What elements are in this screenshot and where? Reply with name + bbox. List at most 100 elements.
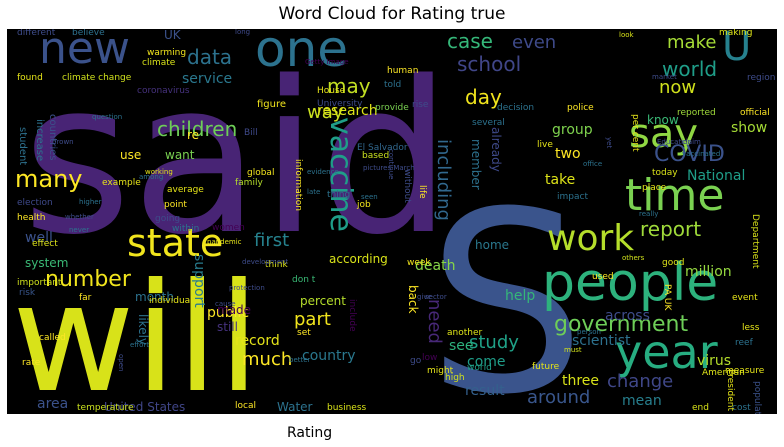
word-case: case (447, 29, 493, 53)
word-called: called (39, 333, 66, 343)
word-national: National (687, 168, 746, 184)
word-impact: impact (557, 192, 588, 202)
word-women: women (212, 223, 245, 233)
word-million: million (685, 264, 732, 280)
word-long: long (235, 29, 251, 36)
word-whether: whether (65, 213, 94, 221)
word-working: working (145, 168, 173, 176)
word-school: school (457, 52, 522, 76)
word-life: life (417, 185, 427, 199)
word-one: one (255, 29, 349, 78)
word-local: local (235, 401, 256, 411)
word-future: future (532, 362, 560, 372)
word-many: many (15, 165, 83, 193)
word-result: result (465, 383, 505, 399)
word-provide: provide (375, 103, 409, 113)
word-world: world (662, 57, 718, 81)
word-rise: rise (412, 100, 429, 110)
word-american: American (702, 368, 745, 378)
word-children: children (157, 117, 238, 141)
word-low: low (422, 353, 438, 363)
word-year: year (615, 325, 718, 379)
word-open: open (117, 354, 125, 372)
word-change: change (607, 371, 674, 392)
word-business: business (327, 403, 367, 413)
word-make: make (667, 32, 717, 53)
word-uk: UK (164, 29, 181, 42)
word-department: Department (750, 214, 760, 269)
word-climate-change: climate change (62, 73, 132, 83)
word-per-cent: per cent (630, 114, 640, 152)
word-police: police (567, 103, 594, 113)
word-government: government (554, 312, 689, 337)
word-service: service (182, 71, 233, 87)
word-average: average (167, 185, 204, 195)
word-claim: claim (682, 138, 701, 146)
word-think: think (265, 260, 288, 270)
word-member: member (469, 139, 483, 190)
word-day: day (465, 85, 502, 109)
word-region: region (747, 73, 776, 83)
word-area: area (37, 396, 69, 412)
word-person: person (577, 328, 601, 336)
word-part: part (294, 309, 331, 330)
word-job: job (357, 200, 371, 210)
word-bill: Bill (244, 128, 258, 138)
word-making: making (719, 29, 753, 38)
word-number: number (45, 267, 131, 292)
word-far: far (79, 293, 92, 303)
word-data: data (187, 45, 233, 69)
word-already: already (489, 127, 503, 172)
word-state: state (127, 221, 224, 265)
word-going: going (155, 214, 181, 224)
word-vaccinated: vaccinated (682, 150, 721, 158)
word-higher: higher (79, 198, 102, 206)
word-late: late (307, 188, 321, 196)
word-around: around (527, 387, 591, 408)
word-re: re (187, 128, 200, 142)
word-must: must (564, 346, 582, 354)
word-mean: mean (622, 393, 662, 409)
word-education: Education (657, 138, 692, 146)
word-made: made (217, 303, 252, 317)
word-u: U (722, 29, 752, 70)
word-family: family (235, 178, 263, 188)
word-record: record (235, 333, 280, 349)
word-rate: rate (22, 358, 41, 368)
word-according: according (329, 252, 388, 266)
word-effect: effect (32, 239, 58, 249)
word-evidence: evidence (307, 168, 339, 176)
word-come: come (467, 354, 506, 370)
word-know: know (647, 113, 679, 127)
word-three: three (562, 373, 600, 389)
word-believe: believe (72, 29, 105, 38)
word-end: end (692, 403, 709, 413)
word-cause: cause (215, 300, 236, 308)
word-high: high (445, 373, 465, 383)
word-virus: virus (697, 353, 732, 369)
word-information: information (293, 159, 303, 211)
word-go: go (410, 356, 422, 366)
word-brown: brown (52, 138, 74, 146)
word-reef: reef (735, 338, 753, 348)
word-reported: reported (677, 108, 716, 118)
word-want: want (165, 148, 195, 162)
word-group: group (552, 122, 593, 138)
word-take: take (545, 172, 576, 188)
word-will: will (12, 252, 260, 414)
word-among: among (139, 173, 164, 181)
word-good: good (662, 258, 685, 268)
word-may: may (327, 74, 371, 98)
word-even: even (512, 32, 557, 53)
word-see: see (449, 338, 474, 354)
word-coronavirus: coronavirus (137, 86, 190, 96)
word-population: population (752, 381, 762, 414)
word-global: global (247, 168, 275, 178)
word-really: really (639, 210, 659, 218)
word-study: study (469, 332, 519, 353)
word-world: world (467, 363, 492, 373)
word-month: month (135, 290, 174, 304)
word-decision: decision (497, 103, 535, 113)
word-without: without (402, 169, 412, 203)
